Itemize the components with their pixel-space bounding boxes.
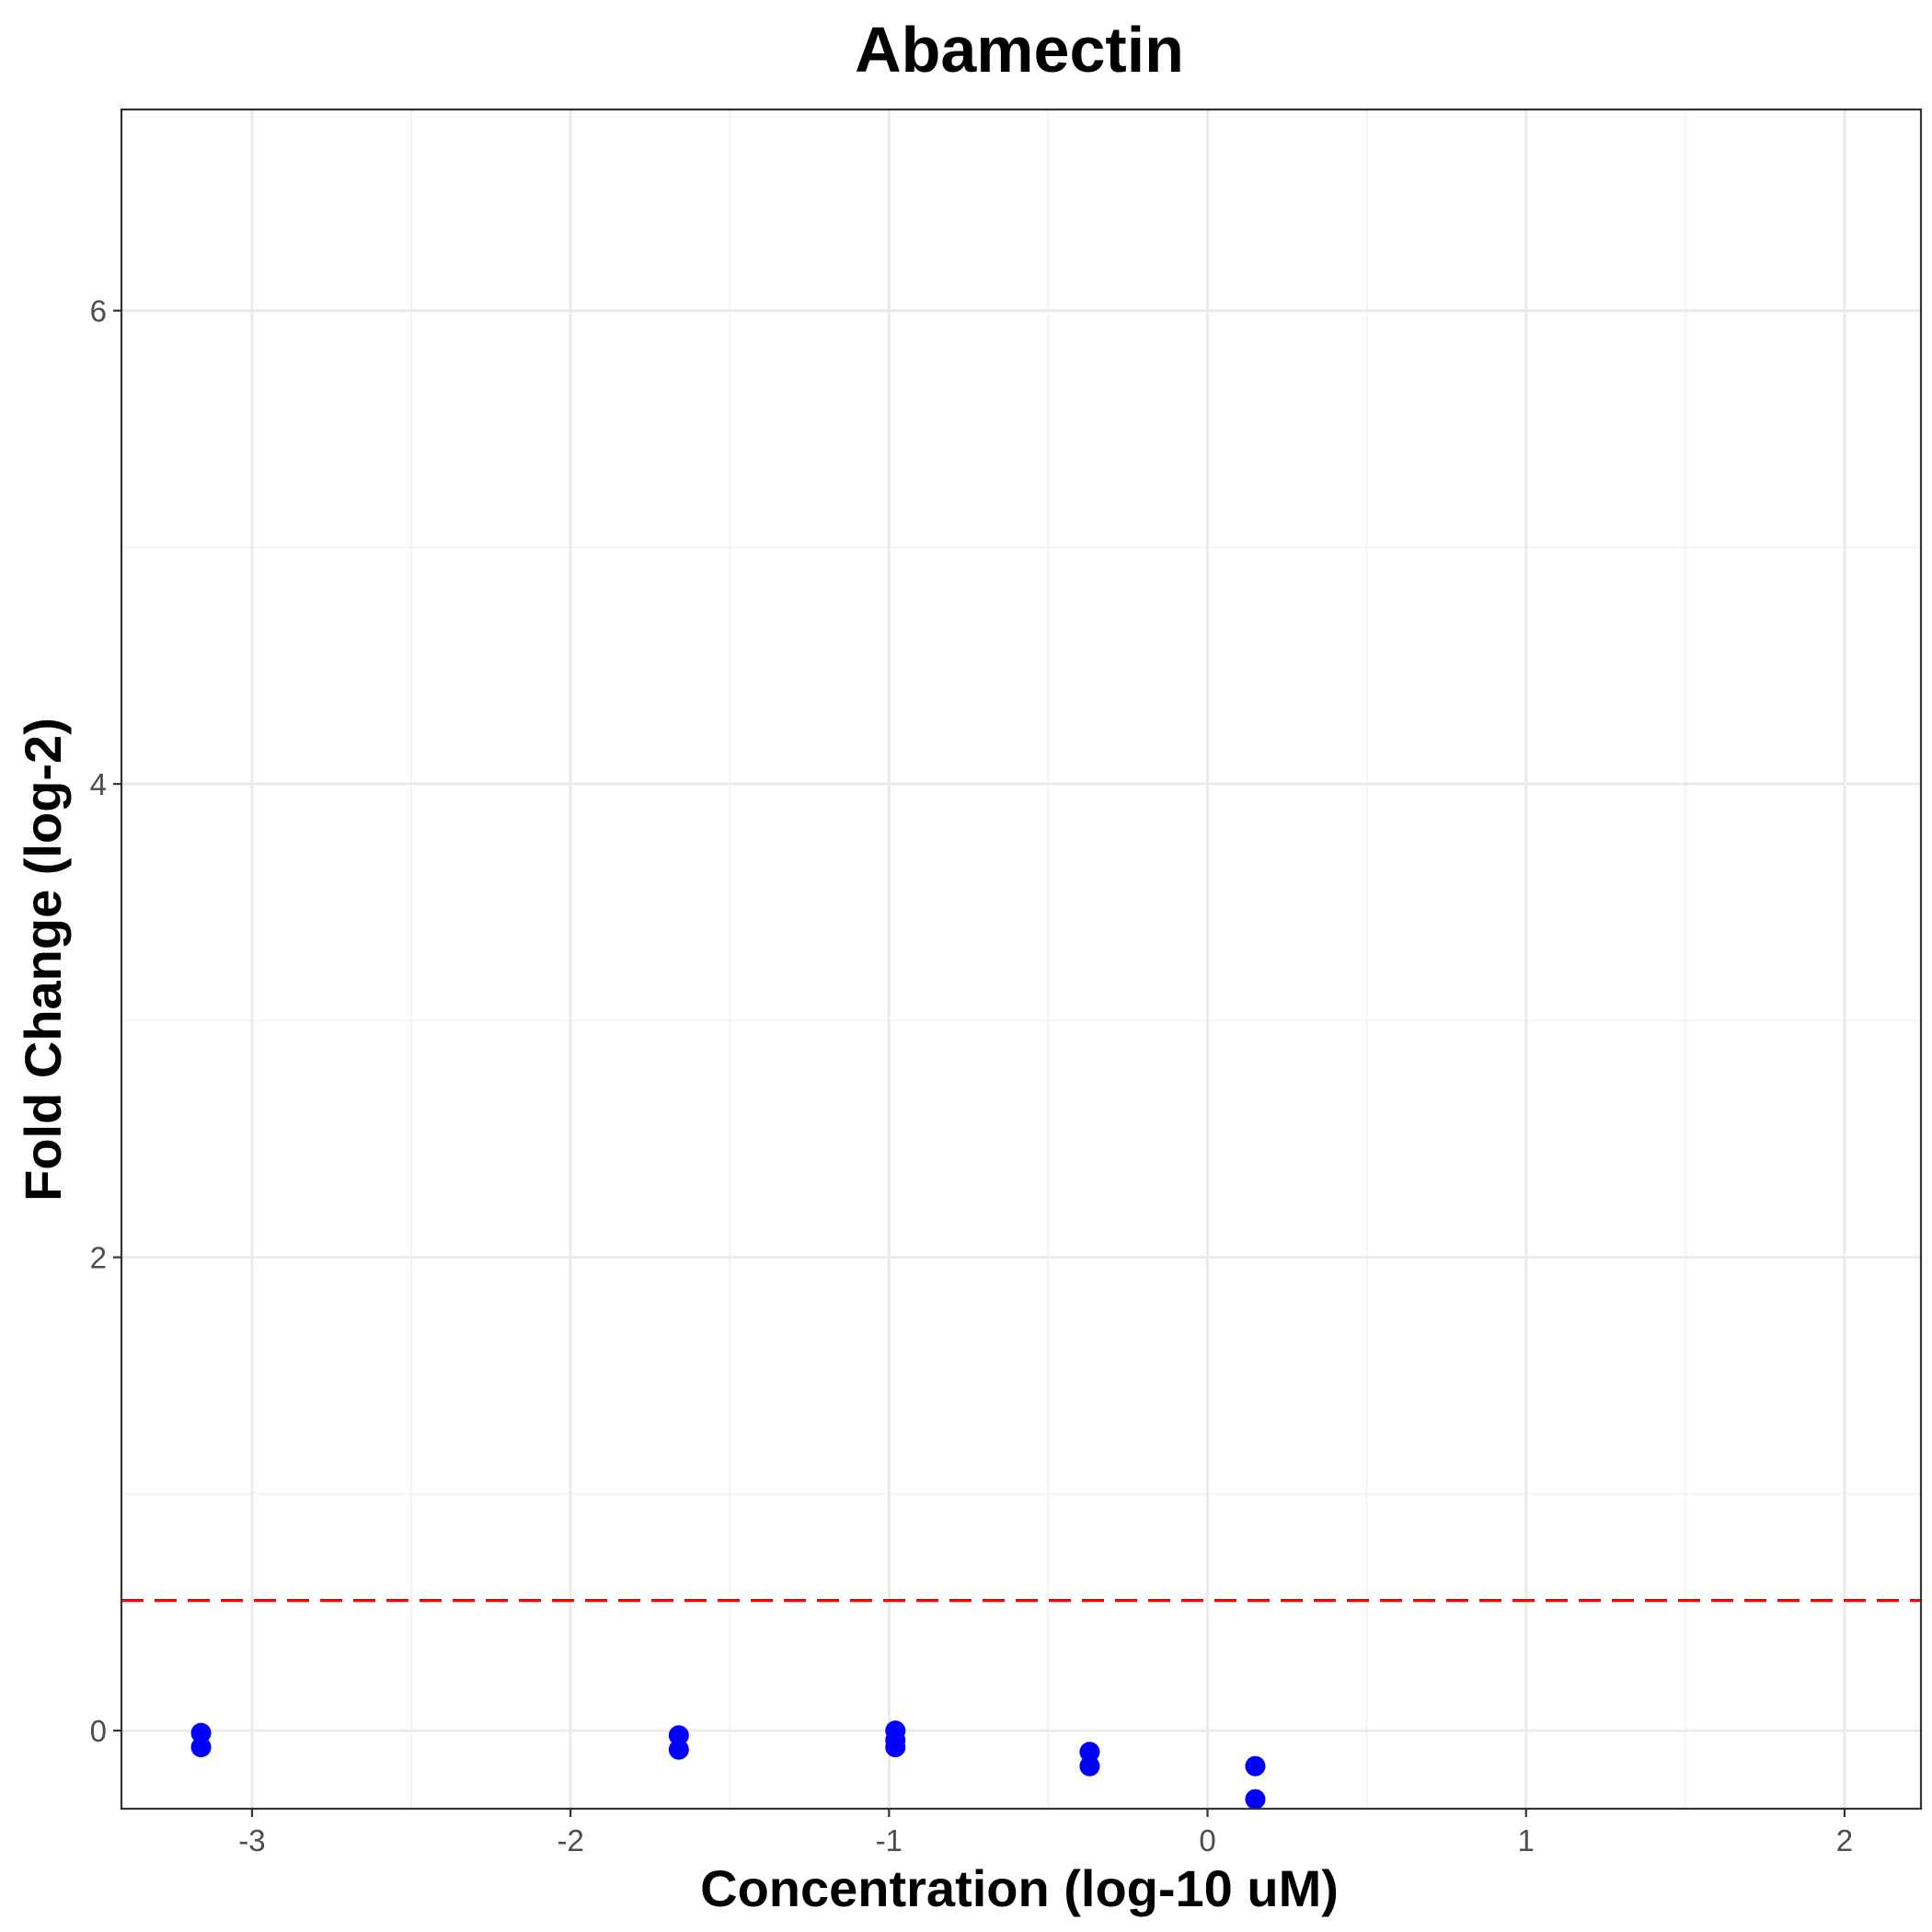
x-tick-label: 2 [1836,1823,1853,1857]
data-point [668,1725,689,1746]
x-tick-label: -3 [238,1823,265,1857]
x-tick-label: -2 [557,1823,583,1857]
data-point [190,1737,212,1758]
data-point [1079,1742,1100,1763]
y-axis-title: Fold Change (log-2) [14,718,72,1202]
plot-panel-border [120,108,1923,1811]
axis-ticks [113,309,1846,1817]
y-tick-label: 4 [90,767,107,801]
x-axis-title: Concentration (log-10 uM) [700,1859,1339,1917]
grid-lines [121,109,1921,1809]
chart-title: Abamectin [855,14,1184,86]
x-tick-label: -1 [876,1823,903,1857]
x-tick-label: 0 [1199,1823,1215,1857]
data-point [1245,1755,1266,1777]
data-point [885,1737,906,1758]
data-point [1245,1788,1266,1810]
y-tick-label: 6 [90,294,107,328]
x-tick-label: 1 [1518,1823,1535,1857]
data-point [668,1739,689,1760]
y-tick-label: 2 [90,1241,107,1275]
axis-tick-labels: -3 -2 -1 0 1 2 0 2 4 6 [90,294,1853,1857]
data-point [1079,1755,1100,1777]
y-tick-label: 0 [90,1714,107,1748]
data-points [190,1720,1266,1810]
data-point [190,1722,212,1743]
